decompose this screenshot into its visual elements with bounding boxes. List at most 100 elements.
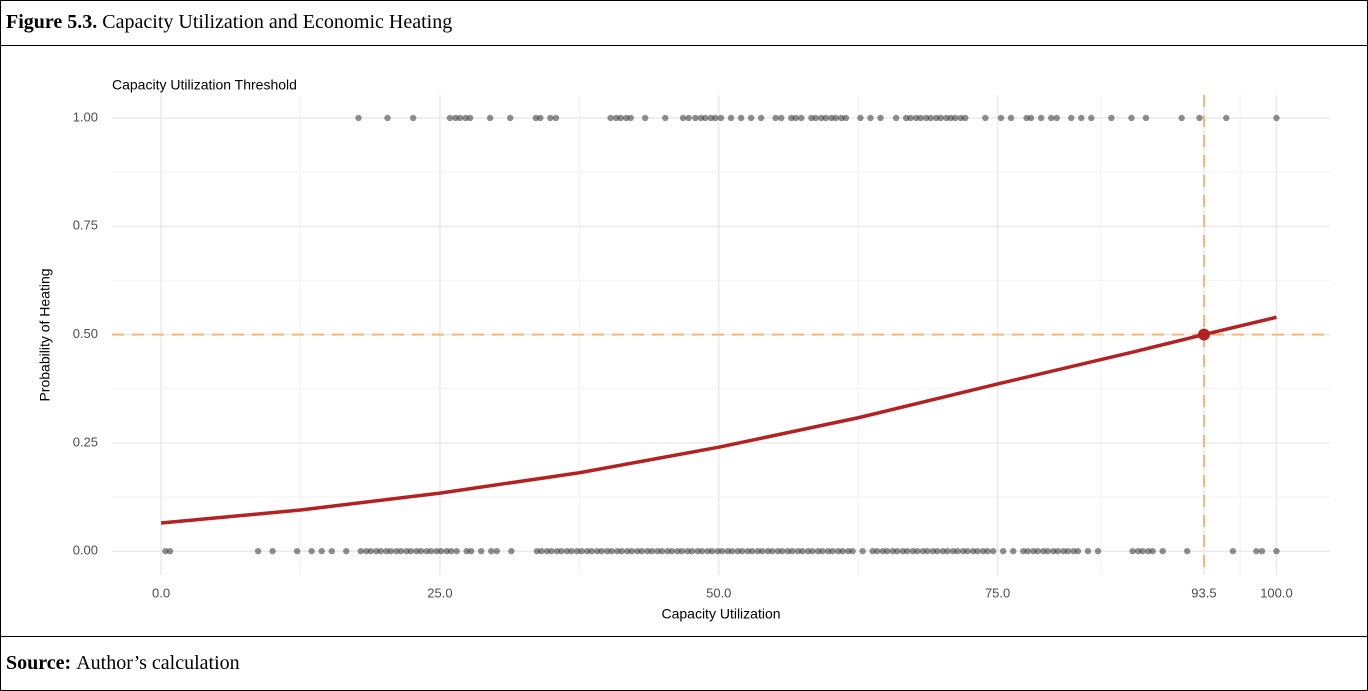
data-point [832, 114, 840, 122]
data-point [907, 114, 914, 122]
data-point [1159, 547, 1166, 555]
data-point [1273, 114, 1280, 122]
data-point [718, 547, 726, 555]
data-point [808, 114, 815, 122]
data-point [618, 547, 625, 555]
data-point [744, 547, 751, 555]
data-point [627, 114, 634, 122]
data-point [839, 547, 846, 555]
data-point [769, 547, 776, 555]
data-point [924, 547, 931, 555]
data-point [694, 547, 701, 555]
y-axis-title: Probability of Heating [37, 268, 53, 401]
data-point [883, 547, 891, 555]
x-tick-label: 25.0 [427, 585, 452, 600]
figure-label: Figure 5.3. [6, 11, 97, 33]
y-tick-label: 0.50 [73, 326, 98, 341]
data-point [779, 547, 786, 555]
data-point [1007, 114, 1015, 122]
data-point [857, 114, 864, 122]
data-point [754, 547, 762, 555]
data-point [537, 114, 544, 122]
source-line: Source: Author’s calculation [6, 652, 240, 674]
data-point [759, 547, 766, 555]
data-point [383, 547, 390, 555]
y-tick-label: 1.00 [73, 109, 98, 124]
data-point [974, 547, 981, 555]
data-point [1229, 547, 1237, 555]
data-point [363, 547, 370, 555]
data-point [493, 547, 501, 555]
data-point [328, 547, 335, 555]
data-point [828, 114, 835, 122]
data-point [707, 114, 715, 122]
data-point [923, 114, 930, 122]
data-point [1040, 547, 1047, 555]
data-point [1184, 547, 1191, 555]
data-point [1094, 547, 1102, 555]
data-point [1108, 114, 1115, 122]
data-point [162, 547, 169, 555]
data-point [949, 547, 957, 555]
data-point [788, 114, 795, 122]
data-point [634, 547, 641, 555]
data-point [778, 114, 785, 122]
data-point [612, 114, 620, 122]
y-tick-label: 0.75 [73, 218, 98, 233]
data-point [954, 547, 961, 555]
data-point [984, 547, 991, 555]
data-point [678, 547, 686, 555]
data-point [688, 547, 696, 555]
data-point [543, 547, 551, 555]
data-point [423, 547, 430, 555]
data-point [397, 547, 405, 555]
data-point [355, 114, 362, 122]
data-point [829, 547, 836, 555]
data-point [641, 114, 649, 122]
data-point [488, 547, 495, 555]
data-point [757, 114, 765, 122]
y-tick-label: 0.00 [73, 543, 98, 558]
data-point [662, 114, 669, 122]
data-point [254, 547, 262, 555]
data-point [809, 547, 816, 555]
data-point [727, 114, 735, 122]
data-point [819, 547, 826, 555]
data-point [879, 547, 886, 555]
data-point [547, 114, 554, 122]
data-point [834, 547, 842, 555]
data-point [933, 114, 940, 122]
data-point [477, 547, 485, 555]
source-text: Author’s calculation [76, 652, 239, 674]
data-point [698, 547, 706, 555]
data-point [604, 547, 611, 555]
data-point [1078, 114, 1085, 122]
data-point [403, 547, 410, 555]
data-point [869, 547, 876, 555]
data-point [1034, 547, 1041, 555]
threshold-point [1197, 328, 1210, 341]
data-point [453, 547, 460, 555]
data-point [1060, 547, 1067, 555]
data-point [614, 547, 621, 555]
data-point [1084, 547, 1092, 555]
data-point [684, 547, 691, 555]
data-point [774, 547, 782, 555]
data-point [1258, 547, 1266, 555]
data-point [456, 114, 464, 122]
data-point [463, 547, 470, 555]
data-point [789, 547, 796, 555]
data-point [692, 114, 699, 122]
data-point [943, 114, 950, 122]
data-point [734, 547, 741, 555]
data-point [407, 547, 415, 555]
data-point [812, 114, 820, 122]
data-point [654, 547, 661, 555]
data-point [929, 547, 937, 555]
data-point [1070, 547, 1077, 555]
data-point [717, 114, 725, 122]
data-point [563, 547, 571, 555]
data-point [1139, 547, 1146, 555]
data-point [608, 547, 615, 555]
